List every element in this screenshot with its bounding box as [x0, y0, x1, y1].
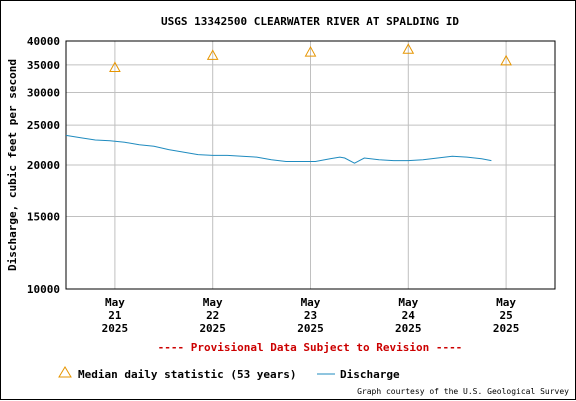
x-tick-label: 25: [499, 309, 512, 322]
y-axis-ticks: 40000 35000 30000 25000 20000 15000 10000: [27, 35, 60, 296]
x-tick-label: 22: [206, 309, 219, 322]
x-tick-label: May: [203, 296, 223, 309]
series-layer: [65, 43, 512, 164]
x-tick-label: 2025: [102, 322, 129, 335]
y-tick-label: 10000: [27, 283, 60, 296]
median-marker: [206, 49, 219, 60]
plot-area-border: [65, 40, 556, 290]
median-marker: [500, 54, 512, 66]
provisional-notice: ---- Provisional Data Subject to Revisio…: [158, 341, 463, 354]
x-tick-label: 23: [304, 309, 317, 322]
legend: Median daily statistic (53 years) Discha…: [58, 366, 400, 381]
chart-title: USGS 13342500 CLEARWATER RIVER AT SPALDI…: [161, 15, 459, 28]
median-marker: [402, 43, 415, 54]
y-tick-label: 25000: [27, 119, 60, 132]
y-tick-label: 20000: [27, 159, 60, 172]
legend-median-label: Median daily statistic (53 years): [78, 368, 297, 381]
median-marker: [304, 46, 317, 57]
median-triangle-icon: [58, 366, 72, 378]
x-tick-label: 2025: [395, 322, 422, 335]
legend-discharge-label: Discharge: [340, 368, 400, 381]
y-tick-label: 15000: [27, 210, 60, 223]
y-tick-label: 35000: [27, 59, 60, 72]
y-axis-label: Discharge, cubic feet per second: [6, 59, 19, 271]
x-tick-label: 21: [108, 309, 122, 322]
discharge-line: [65, 134, 492, 164]
x-tick-label: May: [105, 296, 125, 309]
y-tick-label: 30000: [27, 86, 60, 99]
x-axis-ticks: May212025May222025May232025May242025May2…: [102, 296, 520, 335]
grid-lines: [66, 41, 555, 289]
median-marker: [109, 61, 121, 72]
x-tick-label: May: [496, 296, 516, 309]
x-tick-label: May: [398, 296, 418, 309]
x-tick-label: 24: [402, 309, 416, 322]
courtesy-credit: Graph courtesy of the U.S. Geological Su…: [357, 387, 569, 396]
x-tick-label: May: [301, 296, 321, 309]
x-tick-label: 2025: [297, 322, 324, 335]
x-tick-label: 2025: [493, 322, 520, 335]
x-tick-label: 2025: [199, 322, 226, 335]
y-tick-label: 40000: [27, 35, 60, 48]
